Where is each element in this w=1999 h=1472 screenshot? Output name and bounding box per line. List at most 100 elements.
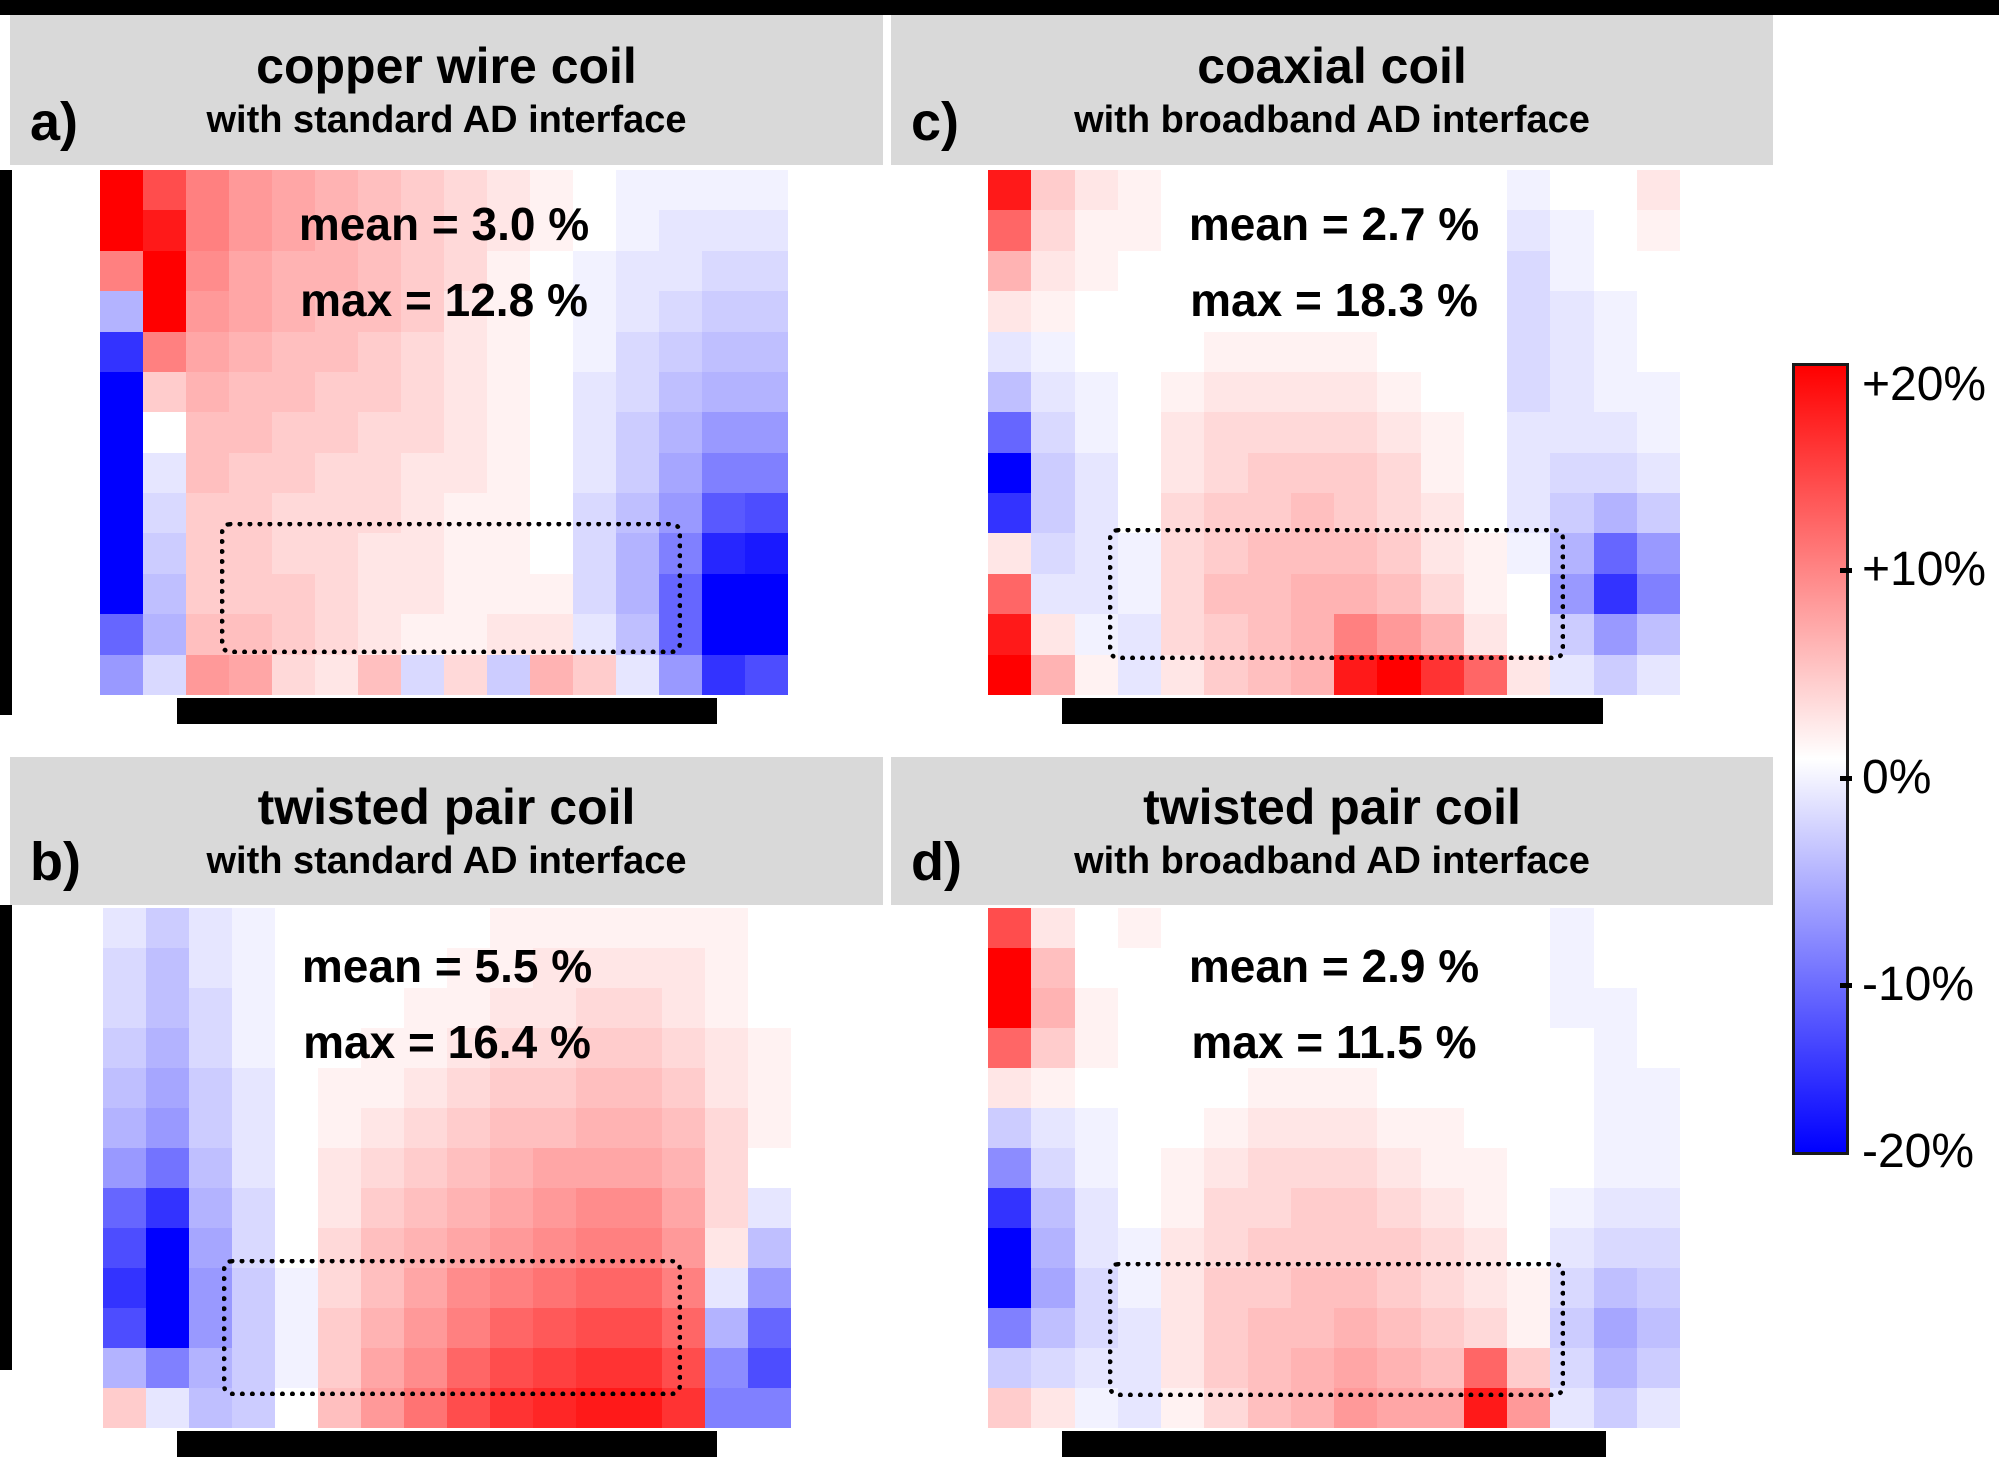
heatmap-cell [1636,1228,1680,1268]
heatmap-cell [576,1188,619,1228]
heatmap-cell [229,412,272,453]
heatmap-cell [447,908,490,948]
heatmap-cell [1334,250,1378,292]
heatmap-cell [662,1268,705,1308]
heatmap-cell [1550,493,1594,534]
heatmap-cell [1377,291,1421,332]
heatmap-cell [404,948,447,988]
heatmap-cell [1636,908,1680,948]
heatmap-cell [1377,250,1421,292]
heatmap-cell [1377,988,1421,1028]
heatmap-cell [1593,412,1637,453]
heatmap-cell [1247,1028,1291,1068]
heatmap-cell [988,1028,1032,1068]
heatmap-cell [1290,1228,1334,1268]
heatmap-cell [659,210,702,251]
heatmap-cell [1550,1108,1594,1148]
heatmap-cell [573,210,616,251]
heatmap-cell [659,654,702,695]
heatmap-cell [1420,573,1464,615]
heatmap-cell [487,371,530,413]
heatmap-cell [988,573,1032,615]
panel-c-shield-bar [1062,698,1603,724]
heatmap-cell [619,1148,662,1188]
heatmap-cell [186,654,229,695]
heatmap-cell [232,1348,275,1388]
heatmap-cell [662,1148,705,1188]
heatmap-cell [275,1148,318,1188]
panel-d-letter: d) [911,832,962,892]
heatmap-cell [404,1188,447,1228]
panel-a-subtitle: with standard AD interface [206,99,687,141]
heatmap-cell [533,1148,576,1188]
heatmap-cell [1420,988,1464,1028]
heatmap-cell [1031,1388,1075,1428]
heatmap-cell [1593,493,1637,534]
heatmap-cell [1377,452,1421,494]
heatmap-cell [1117,654,1161,695]
heatmap-cell [1507,1308,1551,1348]
heatmap-cell [1204,1028,1248,1068]
heatmap-cell [573,250,616,292]
heatmap-cell [1247,1228,1291,1268]
heatmap-cell [1117,988,1161,1028]
heatmap-cell [1636,1148,1680,1188]
heatmap-cell [275,1068,318,1108]
heatmap-cell [1334,1108,1378,1148]
heatmap-cell [358,170,401,211]
heatmap-cell [404,1268,447,1308]
heatmap-cell [702,614,745,655]
heatmap-cell [275,1108,318,1148]
heatmap-cell [146,1148,189,1188]
heatmap-cell [745,250,788,292]
heatmap-cell [745,654,788,695]
heatmap-cell [576,1268,619,1308]
heatmap-cell [988,1308,1032,1348]
heatmap-cell [1463,210,1507,251]
heatmap-cell [1247,250,1291,292]
heatmap-cell [705,1228,748,1268]
heatmap-cell [1204,988,1248,1028]
heatmap-cell [186,371,229,413]
heatmap-cell [1074,1148,1118,1188]
heatmap-cell [1507,412,1551,453]
heatmap-cell [444,250,487,292]
heatmap-cell [100,210,143,251]
heatmap-cell [702,250,745,292]
heatmap-cell [361,1308,404,1348]
heatmap-cell [1550,1148,1594,1188]
heatmap-cell [100,452,143,494]
heatmap-cell [146,1188,189,1228]
heatmap-cell [619,988,662,1028]
colorbar-gradient [1792,363,1849,1155]
heatmap-cell [1161,988,1205,1028]
heatmap-cell [1593,250,1637,292]
heatmap-cell [1204,1148,1248,1188]
panel-c-roi-box [1108,528,1565,660]
heatmap-cell [1074,908,1118,948]
heatmap-cell [103,1228,146,1268]
heatmap-cell [1117,331,1161,372]
heatmap-cell [1204,452,1248,494]
heatmap-cell [1290,210,1334,251]
heatmap-cell [275,1348,318,1388]
heatmap-cell [404,908,447,948]
heatmap-cell [1463,452,1507,494]
heatmap-cell [1593,1068,1637,1108]
heatmap-cell [100,331,143,372]
heatmap-cell [232,1148,275,1188]
heatmap-cell [616,654,659,695]
heatmap-cell [1507,1188,1551,1228]
heatmap-cell [1031,654,1075,695]
heatmap-cell [447,988,490,1028]
heatmap-cell [1593,1188,1637,1228]
heatmap-cell [573,331,616,372]
heatmap-cell [1204,1108,1248,1148]
heatmap-cell [576,948,619,988]
heatmap-cell [490,908,533,948]
heatmap-cell [573,452,616,494]
heatmap-cell [1550,614,1594,655]
heatmap-cell [1420,1348,1464,1388]
heatmap-cell [988,170,1032,211]
heatmap-cell [143,250,186,292]
